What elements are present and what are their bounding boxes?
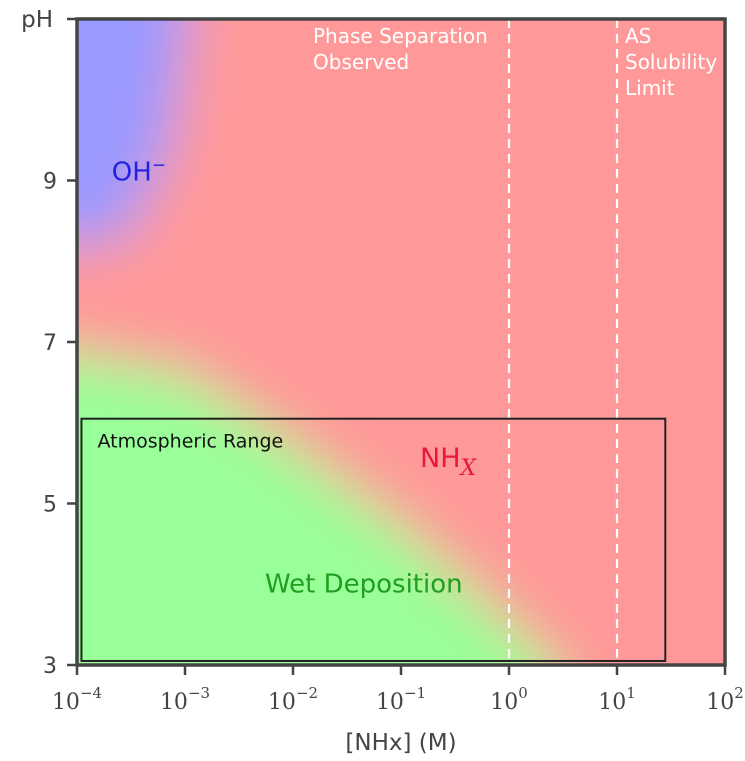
- atmospheric-range-box: [80, 417, 667, 662]
- region-label-nh: NHX: [420, 443, 478, 481]
- x-tick-label-1: 10−4: [52, 684, 102, 715]
- atmospheric-range-label: Atmospheric Range: [97, 431, 283, 453]
- region-label-wet-deposition: Wet Deposition: [265, 569, 463, 599]
- x-tick-label-4: 10−1: [376, 684, 426, 715]
- reference-line-1-label-1: Phase Separation: [313, 24, 488, 48]
- x-tick-label-2: 10−3: [160, 684, 210, 715]
- wet-deposition-region: [77, 355, 552, 665]
- region-labels: OH− NHX Wet Deposition: [112, 156, 478, 600]
- atmospheric-range-boxes: Atmospheric Range: [80, 417, 667, 662]
- reference-line-2-label-2: Solubility: [625, 50, 717, 74]
- x-tick-label-3: 10−2: [268, 684, 318, 715]
- y-axis-title: pH: [21, 7, 53, 33]
- reference-line-1-label-2: Observed: [313, 50, 409, 74]
- y-tick-label-2: 5: [43, 493, 57, 518]
- x-axis-ticks: 10−4 10−3 10−2 10−1 100 101 102: [52, 665, 744, 715]
- x-tick-label-7: 102: [706, 684, 744, 715]
- x-tick-label-5: 100: [490, 684, 528, 715]
- y-tick-label-4: 9: [43, 170, 57, 195]
- reference-line-2-label-1: AS: [625, 24, 651, 48]
- oh-region: [77, 19, 187, 244]
- reference-line-2-label-3: Limit: [625, 76, 675, 100]
- x-axis-title: [NHx] (M): [345, 730, 456, 756]
- region-label-oh: OH−: [112, 156, 166, 188]
- x-tick-label-6: 101: [598, 684, 636, 715]
- y-tick-label-1: 3: [43, 654, 57, 679]
- y-tick-label-3: 7: [43, 331, 57, 356]
- y-axis-ticks: 3 5 7 9: [43, 17, 77, 679]
